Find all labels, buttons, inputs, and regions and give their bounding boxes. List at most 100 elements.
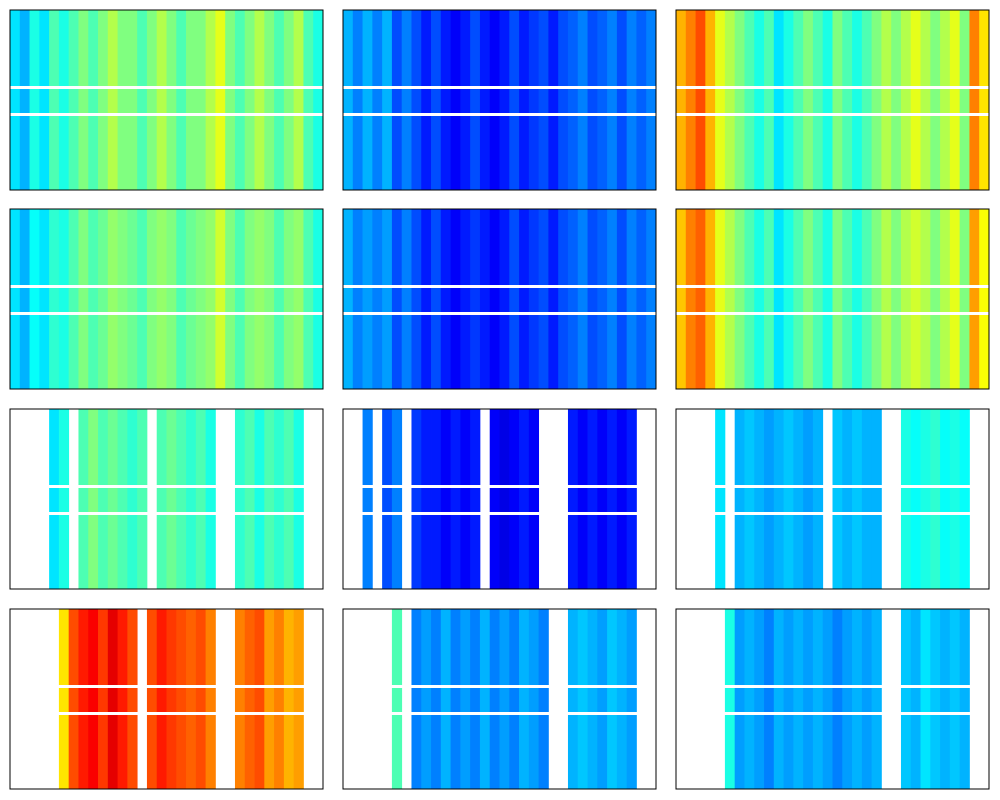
heatmap-column <box>479 10 491 190</box>
heatmap-column <box>577 609 588 789</box>
heatmap-column <box>930 209 941 389</box>
heatmap-column <box>861 409 873 589</box>
heatmap-column <box>78 609 89 789</box>
heatmap-column <box>362 409 373 589</box>
heatmap-column <box>127 609 138 789</box>
heatmap-column <box>685 209 696 389</box>
heatmap-column <box>822 209 833 389</box>
heatmap-column <box>607 609 618 789</box>
heatmap-column <box>881 209 892 389</box>
heatmap-column <box>107 209 118 389</box>
heatmap-column <box>940 10 951 190</box>
heatmap-column <box>842 10 853 190</box>
heatmap-column <box>793 609 804 789</box>
heatmap-column <box>949 609 961 789</box>
heatmap-column <box>205 209 216 389</box>
heatmap-column <box>176 209 187 389</box>
heatmap-column <box>137 10 148 190</box>
heatmap-column <box>567 10 579 190</box>
row-gap <box>10 113 323 116</box>
heatmap-column <box>538 209 549 389</box>
heatmap-column <box>411 609 422 789</box>
heatmap-column <box>783 10 794 190</box>
panel-frame <box>342 9 657 191</box>
heatmap-column <box>597 609 608 789</box>
heatmap-column <box>842 609 853 789</box>
heatmap-column <box>411 209 422 389</box>
heatmap-column <box>567 409 579 589</box>
heatmap-column <box>98 10 109 190</box>
heatmap-column <box>685 10 696 190</box>
heatmap-column <box>783 409 794 589</box>
heatmap-column <box>676 209 687 389</box>
heatmap-column <box>313 209 324 389</box>
heatmap-column <box>626 209 637 389</box>
heatmap-column <box>900 609 912 789</box>
heatmap-column <box>910 409 921 589</box>
heatmap-column <box>372 10 383 190</box>
row-gap <box>343 485 656 488</box>
heatmap-column <box>910 10 921 190</box>
heatmap-column <box>431 10 442 190</box>
heatmap-column <box>949 209 961 389</box>
heatmap-column <box>842 209 853 389</box>
row-gap <box>343 685 656 688</box>
heatmap-column <box>695 209 706 389</box>
heatmap-column <box>58 409 70 589</box>
heatmap-column <box>450 609 461 789</box>
heatmap-column <box>68 609 79 789</box>
heatmap-column <box>676 10 687 190</box>
heatmap-column <box>715 409 726 589</box>
row-gap <box>10 712 323 715</box>
heatmap-column <box>156 609 167 789</box>
heatmap-column <box>264 609 275 789</box>
heatmap-column <box>421 10 432 190</box>
heatmap-column <box>881 10 892 190</box>
heatmap-column <box>352 209 363 389</box>
heatmap-column <box>724 209 736 389</box>
heatmap-column <box>244 209 255 389</box>
heatmap-column <box>715 209 726 389</box>
heatmap-column <box>78 10 89 190</box>
heatmap-column <box>166 10 177 190</box>
heatmap-column <box>440 209 451 389</box>
heatmap-column <box>832 409 843 589</box>
heatmap-column <box>117 10 128 190</box>
row-gap <box>10 512 323 515</box>
heatmap-column <box>724 10 736 190</box>
row-gap <box>10 285 323 288</box>
panel-frame <box>342 208 657 390</box>
heatmap-column <box>49 209 60 389</box>
heatmap-column <box>274 409 285 589</box>
heatmap-column <box>195 209 207 389</box>
heatmap-column <box>431 609 442 789</box>
heatmap-column <box>88 409 99 589</box>
heatmap-column <box>107 609 118 789</box>
row-gap <box>676 285 989 288</box>
heatmap-column <box>528 209 540 389</box>
heatmap-column <box>616 609 628 789</box>
heatmap-column <box>949 409 961 589</box>
heatmap-column <box>489 209 500 389</box>
row-gap <box>10 86 323 89</box>
heatmap-column <box>244 609 255 789</box>
heatmap-column <box>391 10 403 190</box>
heatmap-column <box>538 10 549 190</box>
heatmap-column <box>646 209 657 389</box>
heatmap-column <box>117 609 128 789</box>
heatmap-column <box>117 209 128 389</box>
heatmap-column <box>764 10 775 190</box>
heatmap-column <box>450 409 461 589</box>
heatmap-column <box>195 409 207 589</box>
heatmap-column <box>607 209 618 389</box>
heatmap-column <box>215 209 226 389</box>
heatmap-column <box>460 409 471 589</box>
heatmap-column <box>293 10 304 190</box>
heatmap-column <box>156 10 167 190</box>
row-gap <box>676 685 989 688</box>
heatmap-column <box>431 209 442 389</box>
heatmap-column <box>460 10 471 190</box>
heatmap-column <box>352 10 363 190</box>
heatmap-column <box>391 609 403 789</box>
heatmap-column <box>362 209 373 389</box>
